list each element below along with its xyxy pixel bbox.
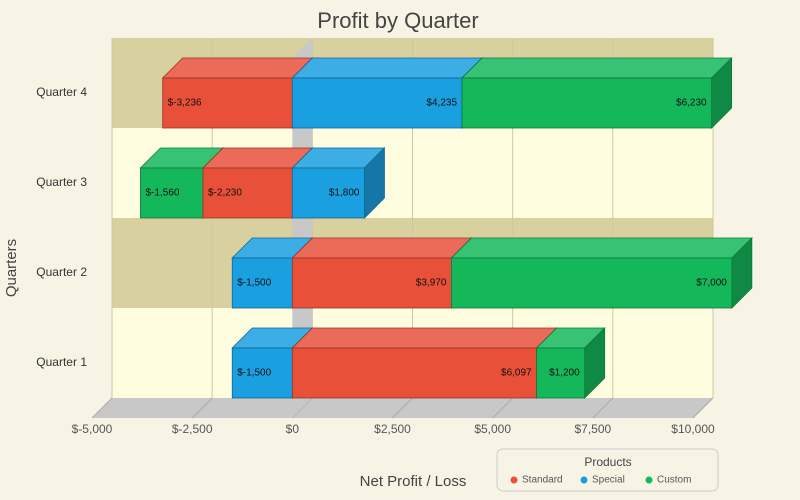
bar-front — [202, 167, 293, 219]
floor-grid-line — [492, 397, 514, 419]
bar-front — [291, 257, 452, 309]
bar-top — [161, 57, 314, 79]
data-label: $-2,230 — [208, 188, 242, 199]
bar-top — [291, 237, 473, 259]
legend-label: Special — [592, 475, 625, 486]
bar — [535, 327, 606, 399]
data-label: $3,970 — [416, 278, 447, 289]
bar — [461, 57, 733, 129]
bar-top — [450, 237, 753, 259]
data-label: $1,200 — [549, 368, 580, 379]
y-tick-label: Quarter 2 — [36, 265, 87, 279]
bar-front — [291, 347, 538, 399]
chart-title: Profit by Quarter — [317, 8, 478, 33]
legend-marker — [645, 476, 653, 484]
x-tick-label: $5,000 — [474, 422, 511, 436]
legend-title: Products — [584, 455, 631, 469]
floor-grid-line — [392, 397, 413, 419]
data-label: $6,097 — [501, 368, 532, 379]
y-tick-label: Quarter 3 — [36, 175, 87, 189]
y-axis-title: Quarters — [3, 239, 20, 297]
bar — [291, 237, 473, 309]
bar-front — [231, 347, 293, 399]
bar-top — [461, 57, 733, 79]
x-tick-label: $-2,500 — [172, 422, 213, 436]
legend-box — [496, 448, 719, 492]
data-label: $4,235 — [426, 98, 457, 109]
bar — [161, 57, 314, 129]
floor-grid-line — [91, 397, 113, 419]
legend-marker — [510, 476, 518, 484]
data-label: $1,800 — [329, 188, 360, 199]
bar-front — [536, 347, 586, 399]
y-tick-label: Quarter 1 — [36, 355, 87, 369]
zero-wall — [292, 38, 313, 418]
bar-front — [291, 77, 463, 129]
bar — [291, 327, 558, 399]
bar — [139, 147, 224, 219]
legend-label: Custom — [657, 475, 691, 486]
bar-front — [231, 257, 293, 309]
x-tick-label: $7,500 — [574, 422, 611, 436]
bar-top — [291, 57, 483, 79]
bar — [450, 237, 753, 309]
x-axis-title: Net Profit / Loss — [360, 473, 467, 490]
data-label: $-1,500 — [237, 278, 271, 289]
bar-top — [291, 327, 558, 349]
legend-marker — [580, 476, 588, 484]
bar-front — [461, 77, 713, 129]
bar-front — [140, 167, 204, 219]
y-tick-label: Quarter 4 — [36, 85, 87, 99]
legend-label: Standard — [522, 475, 563, 486]
bar — [291, 147, 386, 219]
data-label: $-1,500 — [237, 368, 271, 379]
data-label: $6,230 — [676, 98, 707, 109]
bar-front — [291, 167, 365, 219]
floor-grid-line — [692, 397, 714, 419]
bar — [291, 57, 483, 129]
x-tick-label: $2,500 — [374, 422, 411, 436]
bar-front — [450, 257, 733, 309]
data-label: $-3,236 — [168, 98, 202, 109]
x-tick-label: $10,000 — [671, 422, 715, 436]
floor-grid-line — [592, 397, 614, 419]
data-label: $-1,560 — [145, 188, 179, 199]
floor-grid-line — [191, 397, 213, 419]
x-tick-label: $-5,000 — [72, 422, 113, 436]
x-tick-label: $0 — [286, 422, 300, 436]
data-label: $7,000 — [696, 278, 727, 289]
